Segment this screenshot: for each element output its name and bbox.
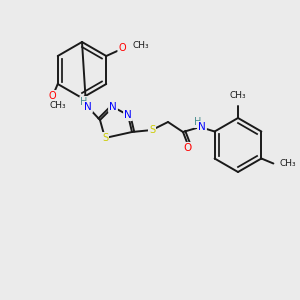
Text: O: O (49, 91, 57, 101)
Text: S: S (149, 125, 155, 135)
Text: N: N (84, 102, 92, 112)
Text: CH₃: CH₃ (279, 159, 296, 168)
Text: H: H (80, 97, 88, 107)
Text: O: O (118, 43, 126, 53)
Text: N: N (124, 110, 132, 120)
Text: CH₃: CH₃ (50, 101, 66, 110)
Text: H: H (194, 117, 202, 127)
Text: N: N (109, 102, 117, 112)
Text: O: O (184, 143, 192, 153)
Text: S: S (102, 133, 108, 143)
Text: CH₃: CH₃ (132, 41, 149, 50)
Text: N: N (198, 122, 206, 132)
Text: CH₃: CH₃ (230, 91, 246, 100)
